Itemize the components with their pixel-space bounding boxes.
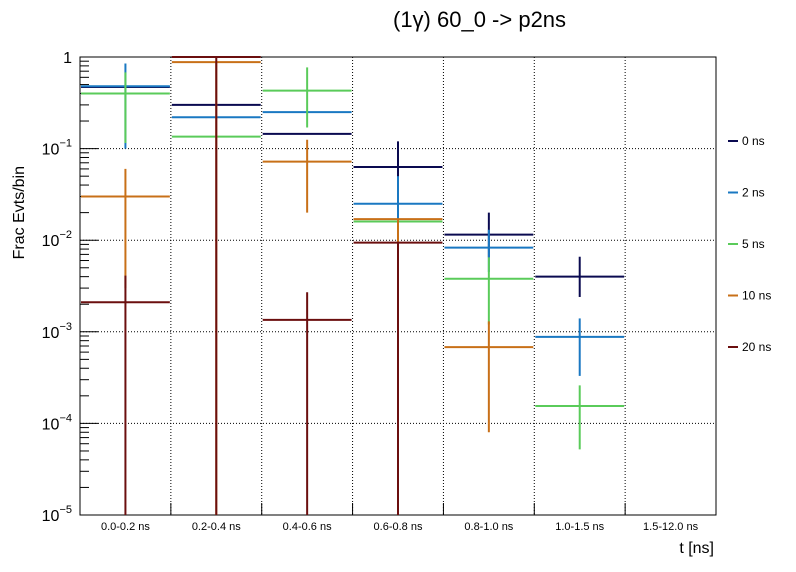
x-axis-title: t [ns]: [679, 540, 714, 557]
legend-label: 0 ns: [742, 134, 765, 148]
legend-label: 10 ns: [742, 289, 771, 303]
axis-ticks: [80, 60, 626, 516]
x-tick-label: 0.6-0.8 ns: [374, 521, 423, 533]
series-20-ns: [81, 56, 443, 515]
x-tick-label: 0.4-0.6 ns: [283, 521, 332, 533]
y-tick-label: 10−4: [42, 412, 72, 433]
chart-title: (1γ) 60_0 -> p2ns: [393, 7, 566, 32]
y-tick-label: 1: [63, 50, 72, 67]
legend-label: 2 ns: [742, 186, 765, 200]
y-tick-label: 10−2: [42, 229, 72, 250]
legend: 0 ns 2 ns 5 ns 10 ns 20 ns: [728, 134, 771, 354]
y-tick-label: 10−1: [42, 138, 72, 159]
x-tick-label: 0.8-1.0 ns: [464, 521, 513, 533]
x-tick-label: 0.0-0.2 ns: [101, 521, 150, 533]
x-tick-label: 1.0-1.5 ns: [555, 521, 604, 533]
y-axis-title: Frac Evts/bin: [11, 166, 28, 259]
x-tick-label: 1.5-12.0 ns: [643, 521, 699, 533]
x-tick-labels: 0.0-0.2 ns 0.2-0.4 ns 0.4-0.6 ns 0.6-0.8 ns…: [101, 521, 699, 533]
legend-label: 20 ns: [742, 340, 771, 354]
y-tick-label: 10−5: [42, 504, 72, 525]
x-tick-label: 0.2-0.4 ns: [192, 521, 241, 533]
y-tick-labels: 10−5 10−4 10−3 10−2 10−1 1: [42, 50, 72, 525]
legend-label: 5 ns: [742, 237, 765, 251]
y-tick-label: 10−3: [42, 321, 72, 342]
series: [81, 56, 625, 515]
